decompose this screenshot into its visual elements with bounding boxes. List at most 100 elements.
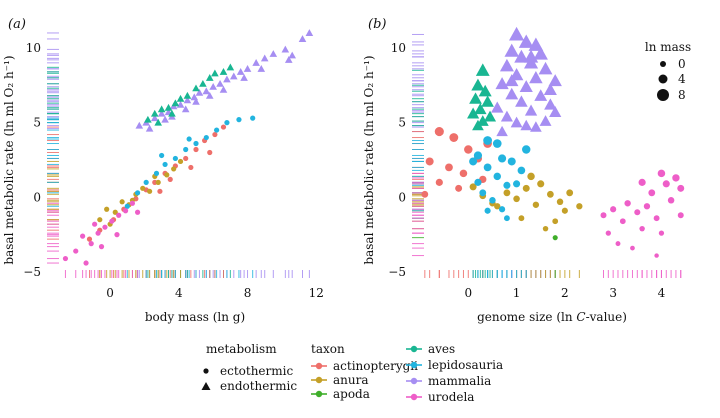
point-mammalia — [205, 91, 214, 99]
point-lepidosauria — [489, 197, 496, 204]
point-mammalia — [209, 82, 217, 90]
point-aves — [471, 78, 485, 91]
point-aves — [168, 109, 176, 117]
point-mammalia — [150, 114, 159, 122]
point-lepidosauria — [483, 163, 492, 172]
point-actinopterygii — [183, 155, 189, 162]
point-lepidosauria — [498, 206, 506, 213]
point-lepidosauria — [503, 181, 511, 189]
point-actinopterygii — [421, 190, 429, 198]
legend-lepidosauria-marker — [410, 361, 418, 369]
point-mammalia — [216, 79, 224, 87]
point-anura — [527, 172, 535, 181]
point-lepidosauria — [474, 178, 482, 186]
point-urodela — [605, 230, 611, 236]
point-urodela — [658, 230, 665, 236]
point-mammalia — [260, 54, 269, 62]
point-anura — [547, 190, 554, 198]
legend-urodela-label: urodela — [428, 390, 474, 404]
legend-anura-label: anura — [333, 373, 369, 387]
panel-a-x-tick-label: 8 — [244, 286, 252, 300]
legend-ectothermic-marker — [203, 368, 209, 374]
point-actinopterygii — [188, 164, 194, 171]
panel-b-y-axis-label: basal metabolic rate (ln ml O₂ h⁻¹) — [362, 55, 376, 264]
point-aves — [478, 84, 492, 97]
point-mammalia — [519, 80, 533, 93]
point-mammalia — [505, 87, 519, 100]
panel-b-y-tick-label: 0 — [398, 190, 406, 204]
panel-b-label: (b) — [368, 17, 386, 32]
point-lepidosauria — [473, 151, 483, 160]
point-mammalia — [195, 88, 204, 96]
point-lepidosauria — [214, 127, 220, 133]
point-mammalia — [281, 45, 290, 53]
point-anura — [566, 189, 574, 197]
point-mammalia — [524, 104, 538, 116]
point-mammalia — [548, 74, 562, 87]
point-lepidosauria — [493, 172, 501, 181]
point-urodela — [98, 244, 105, 250]
point-actinopterygii — [445, 163, 453, 172]
panel-a-x-axis-label: body mass (ln g) — [145, 310, 245, 324]
point-actinopterygii — [167, 176, 173, 182]
point-anura — [576, 203, 583, 210]
point-urodela — [638, 178, 646, 186]
size-legend-dot-large — [657, 89, 669, 101]
point-anura — [542, 225, 549, 232]
point-mammalia — [192, 97, 200, 105]
panel-a-y-rug — [47, 32, 59, 264]
point-lepidosauria — [134, 190, 141, 196]
point-anura — [503, 189, 511, 197]
point-mammalia — [538, 61, 553, 75]
panel-a: (a) −5 0 5 10 0 4 8 12 body mass (ln g) basal … — [2, 17, 324, 324]
panel-b-y-ticks: −5 0 5 10 — [388, 41, 406, 279]
legend-aves-marker — [410, 345, 418, 353]
point-urodela — [624, 200, 631, 207]
point-urodela — [109, 218, 115, 224]
point-mammalia — [510, 116, 523, 128]
point-anura — [494, 203, 501, 210]
point-mammalia — [288, 51, 297, 59]
point-urodela — [122, 208, 129, 214]
point-mammalia — [539, 115, 552, 126]
point-urodela — [615, 241, 621, 247]
point-aves — [183, 91, 192, 99]
point-lepidosauria — [224, 120, 230, 126]
panel-a-x-tick-label: 12 — [309, 286, 324, 300]
point-mammalia — [183, 96, 192, 104]
point-anura — [537, 180, 545, 188]
panel-a-y-tick-label: −5 — [23, 265, 41, 279]
point-anura — [469, 183, 477, 191]
point-anura — [556, 198, 564, 206]
point-lepidosauria — [193, 140, 199, 147]
panel-b-x-tick-label: 4 — [658, 286, 666, 300]
point-lepidosauria — [503, 215, 510, 222]
point-lepidosauria — [236, 117, 242, 123]
point-urodela — [672, 174, 680, 182]
point-aves — [211, 69, 219, 77]
size-legend-title: ln mass — [645, 40, 691, 54]
size-legend-label-medium: 4 — [678, 72, 686, 86]
point-aves — [469, 92, 482, 104]
point-urodela — [62, 255, 69, 262]
point-anura — [119, 199, 125, 205]
point-lepidosauria — [469, 157, 478, 166]
point-mammalia — [243, 65, 252, 72]
point-anura — [532, 201, 540, 208]
panel-b-x-tick-label: 0 — [464, 286, 472, 300]
point-actinopterygii — [86, 236, 93, 242]
point-urodela — [102, 224, 108, 230]
point-lepidosauria — [522, 145, 531, 154]
legend-apoda-label: apoda — [333, 387, 370, 401]
point-actinopterygii — [207, 149, 213, 156]
point-actinopterygii — [435, 178, 443, 186]
point-mammalia — [530, 121, 542, 132]
point-mammalia — [544, 98, 557, 110]
point-urodela — [134, 209, 141, 215]
point-mammalia — [223, 75, 231, 83]
panel-a-x-rug — [64, 270, 310, 278]
point-mammalia — [269, 50, 278, 57]
point-mammalia — [515, 95, 528, 107]
legend-apoda-marker — [315, 390, 323, 398]
